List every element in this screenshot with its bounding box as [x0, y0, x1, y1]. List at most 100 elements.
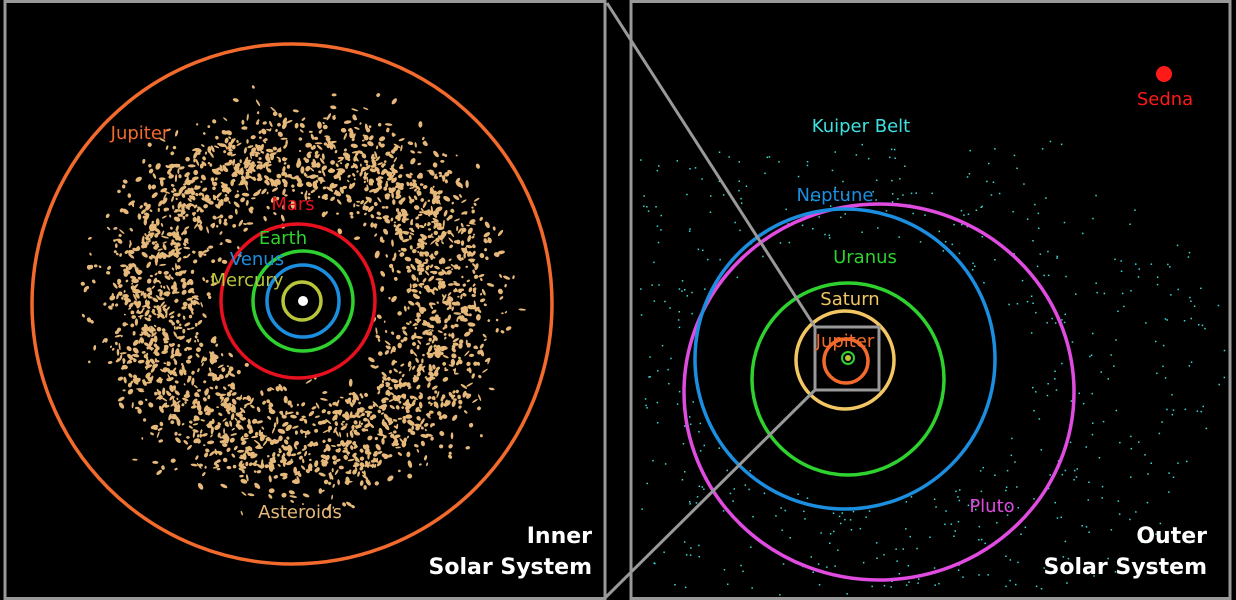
speck [427, 235, 432, 239]
speck [131, 402, 134, 409]
speck [844, 213, 846, 215]
speck [123, 290, 126, 293]
speck [360, 168, 364, 173]
speck [158, 200, 163, 207]
speck [897, 198, 899, 200]
speck [216, 215, 222, 219]
speck [345, 440, 353, 445]
speck [183, 242, 187, 247]
speck [361, 153, 367, 159]
speck [259, 434, 265, 442]
speck [171, 321, 175, 326]
speck [150, 367, 156, 373]
speck [1155, 533, 1157, 535]
speck [261, 459, 264, 466]
speck [1026, 218, 1029, 220]
speck [172, 385, 176, 389]
speck [436, 222, 442, 228]
speck [1170, 294, 1172, 296]
speck [454, 287, 458, 293]
speck [934, 584, 936, 586]
speck [250, 404, 255, 409]
speck [138, 400, 144, 406]
speck [251, 435, 259, 439]
speck [299, 129, 304, 133]
speck [220, 242, 223, 245]
speck [1064, 540, 1067, 543]
speck [804, 518, 806, 520]
speck [359, 393, 363, 397]
speck [383, 435, 387, 439]
speck [443, 332, 447, 336]
speck [435, 241, 439, 247]
speck [307, 192, 311, 196]
speck [224, 194, 228, 197]
speck [159, 138, 166, 142]
speck [160, 188, 168, 193]
speck [207, 440, 215, 445]
speck [406, 288, 412, 293]
speck [994, 148, 996, 150]
speck [345, 423, 348, 426]
speck [249, 152, 252, 160]
speck [147, 142, 152, 147]
speck [465, 245, 473, 249]
speck [220, 439, 226, 444]
speck [427, 396, 432, 400]
speck [196, 347, 201, 353]
speck [151, 241, 156, 245]
speck [1201, 324, 1204, 327]
speck [207, 394, 211, 400]
speck [214, 356, 218, 359]
speck [235, 412, 243, 418]
speck [391, 331, 395, 335]
speck [505, 326, 512, 331]
speck [121, 184, 126, 189]
speck [355, 466, 358, 471]
speck [387, 174, 395, 181]
speck [1043, 567, 1045, 569]
speck [336, 443, 342, 447]
speck [315, 441, 319, 446]
speck [161, 465, 165, 470]
speck [1055, 389, 1058, 391]
speck [432, 364, 436, 370]
speck [181, 423, 185, 426]
speck [400, 363, 405, 367]
speck [361, 143, 368, 147]
speck [420, 426, 424, 430]
speck [156, 305, 162, 312]
speck [354, 156, 359, 162]
speck [332, 401, 338, 406]
speck [1130, 476, 1132, 478]
speck [186, 253, 191, 259]
speck [742, 570, 744, 573]
speck [473, 300, 477, 309]
speck [247, 165, 251, 172]
speck [434, 175, 439, 180]
speck [681, 290, 683, 292]
speck [356, 211, 360, 215]
speck [371, 160, 377, 166]
speck [686, 295, 688, 297]
speck [902, 194, 904, 196]
speck [149, 289, 153, 296]
speck [832, 512, 835, 514]
speck [395, 334, 401, 340]
speck [192, 429, 199, 433]
speck [131, 282, 134, 285]
speck [224, 162, 232, 166]
speck [972, 262, 974, 265]
speck [647, 210, 650, 212]
speck [1103, 292, 1106, 295]
speck [187, 164, 196, 168]
speck [309, 441, 314, 447]
speck [255, 143, 260, 150]
speck [392, 360, 398, 364]
speck [722, 510, 725, 512]
speck [744, 484, 747, 486]
speck [677, 319, 680, 321]
speck [487, 237, 491, 243]
label: Neptune [797, 185, 874, 206]
speck [436, 350, 444, 356]
